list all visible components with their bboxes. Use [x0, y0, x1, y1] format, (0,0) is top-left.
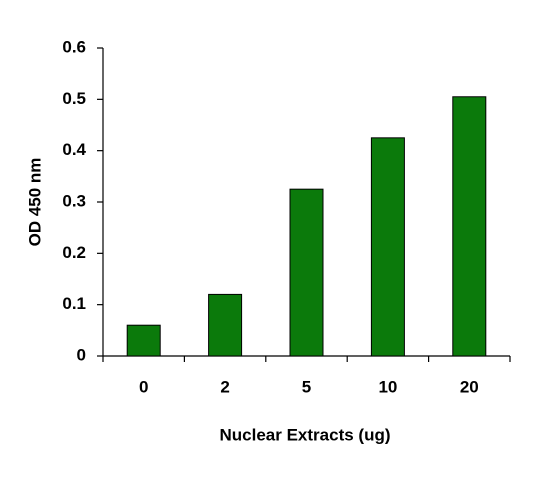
y-tick-label: 0.1 [62, 294, 86, 313]
x-tick-label: 0 [139, 377, 148, 396]
y-tick-label: 0.2 [62, 243, 86, 262]
bar [370, 137, 405, 357]
y-tick-label: 0.4 [62, 140, 86, 159]
bar [452, 96, 487, 357]
y-tick-label: 0 [77, 345, 86, 364]
y-tick-label: 0.6 [62, 37, 86, 56]
y-axis-label: OD 450 nm [25, 158, 44, 247]
x-tick-label: 2 [220, 377, 229, 396]
bar [208, 293, 243, 357]
bar [289, 188, 324, 357]
x-tick-label: 5 [302, 377, 311, 396]
y-tick-label: 0.3 [62, 191, 86, 210]
x-tick-label: 20 [460, 377, 479, 396]
bar [126, 324, 161, 357]
y-tick-label: 0.5 [62, 89, 86, 108]
x-tick-label: 10 [378, 377, 397, 396]
x-axis-label: Nuclear Extracts (ug) [220, 425, 391, 444]
